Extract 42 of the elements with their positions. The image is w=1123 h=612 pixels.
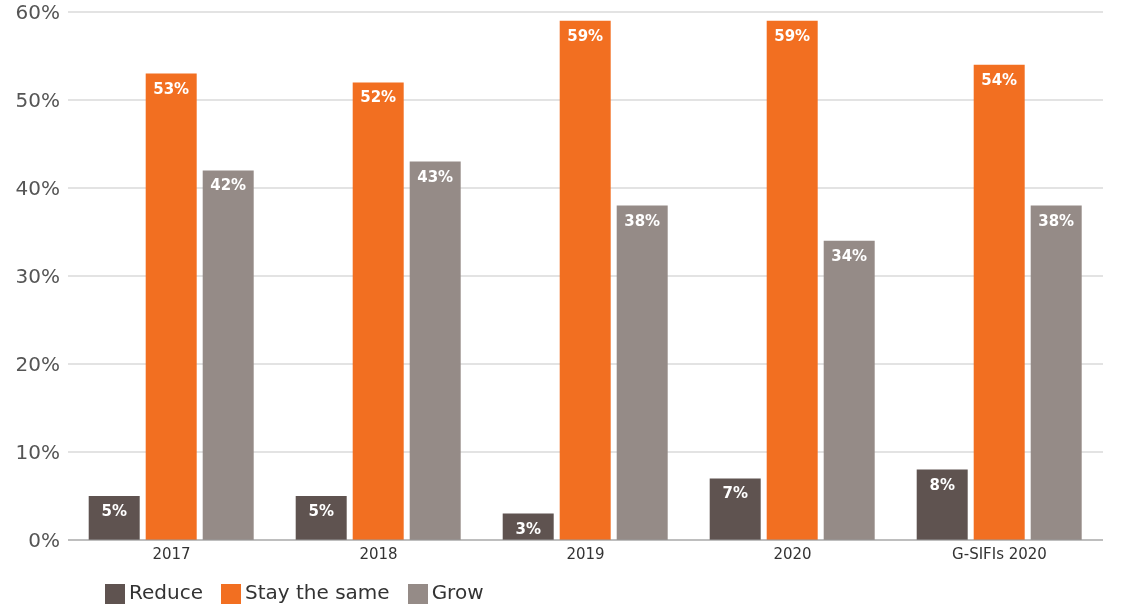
data-label: 38% [624,211,661,230]
data-label: 8% [929,475,955,494]
bar [145,73,197,540]
y-tick-label: 20% [15,352,60,377]
bar [409,161,461,540]
data-label: 53% [153,79,190,98]
y-tick-label: 10% [15,440,60,465]
data-label: 43% [417,167,454,186]
x-tick-label: 2019 [566,544,605,563]
bar [766,20,818,540]
legend-label: Stay the same [244,580,390,604]
bar [352,82,404,540]
data-label: 42% [210,176,247,195]
data-label: 59% [774,26,811,45]
data-label: 5% [101,502,127,520]
y-tick-label: 60% [15,0,60,25]
y-tick-label: 40% [15,176,60,201]
bar [709,478,761,540]
y-tick-label: 0% [28,528,60,553]
data-label: 59% [567,26,604,45]
legend-label: Reduce [129,580,203,604]
x-tick-label: 2018 [359,544,398,563]
data-label: 38% [1038,211,1075,230]
y-tick-label: 50% [15,88,60,113]
data-label: 3% [515,519,541,538]
bar [559,20,611,540]
data-label: 54% [981,70,1018,89]
bar [823,240,875,540]
legend-label: Grow [431,580,484,604]
y-tick-label: 30% [15,264,60,289]
bar [973,64,1025,540]
x-tick-label: 2020 [773,544,812,563]
data-label: 5% [308,502,334,520]
bar [1030,205,1082,540]
bar [616,205,668,540]
data-label: 34% [831,246,868,265]
bar [916,469,968,540]
data-label: 7% [722,484,748,503]
x-tick-label: 2017 [152,544,191,563]
x-tick-label: G-SIFIs 2020 [952,544,1047,563]
data-label: 52% [360,88,397,107]
bar [202,170,254,540]
